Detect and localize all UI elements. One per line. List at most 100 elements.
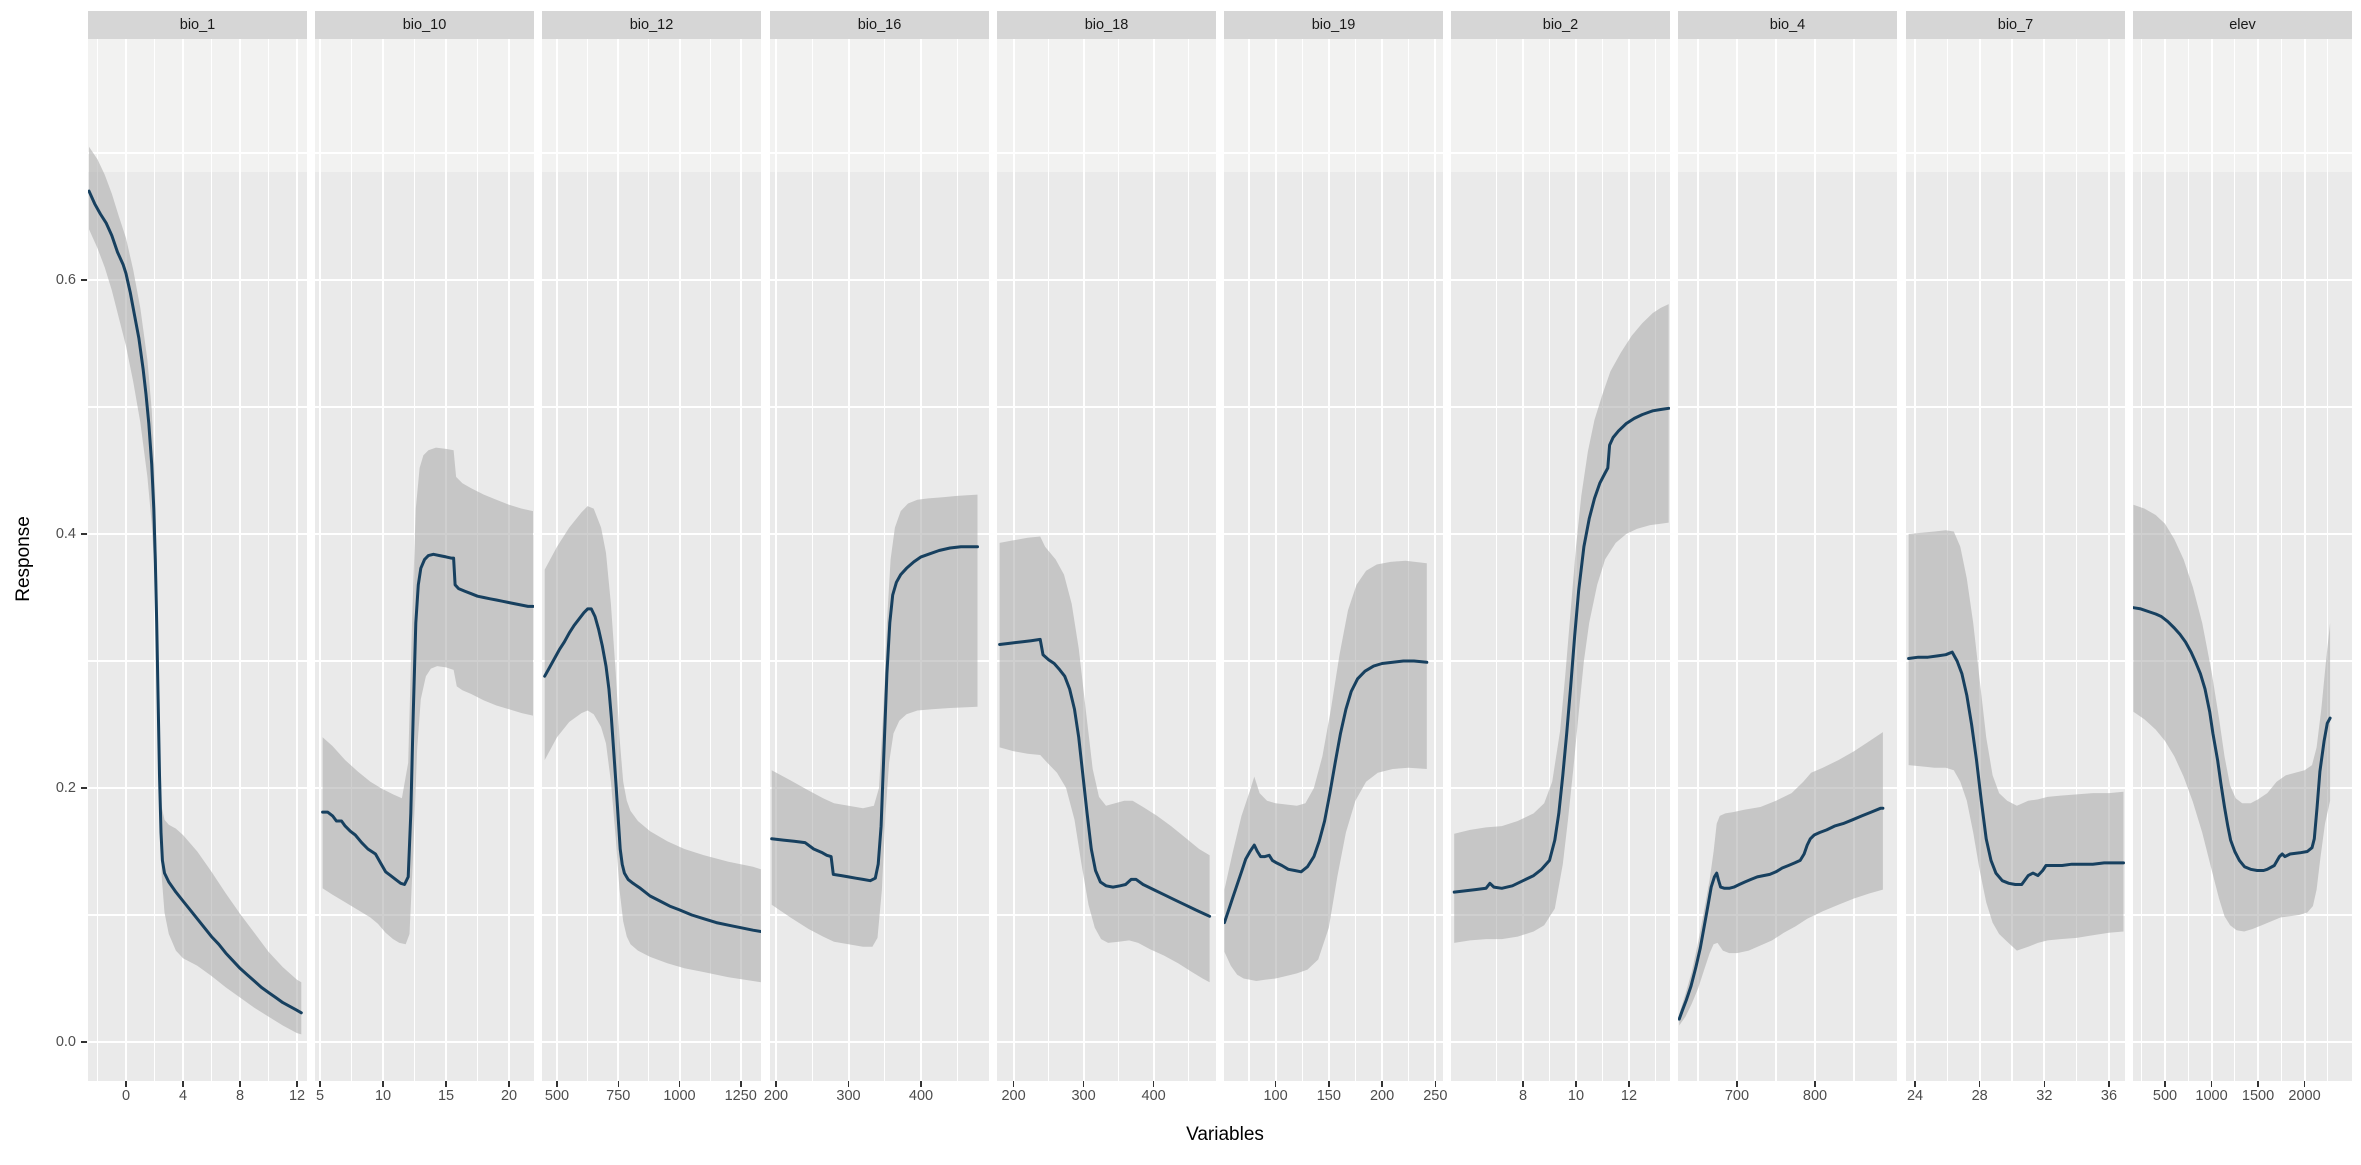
x-axis-tick-label: 500 xyxy=(2152,1088,2178,1104)
major-gridline-vertical xyxy=(2303,39,2306,1081)
minor-gridline-horizontal xyxy=(1224,152,1443,154)
response-curve xyxy=(543,607,761,933)
minor-gridline-horizontal xyxy=(770,152,989,154)
x-axis-tick-mark xyxy=(2303,1081,2306,1087)
panel-upper-band xyxy=(1906,39,2125,172)
facet-chart-canvas xyxy=(998,536,1212,983)
facet-strip-label: bio_7 xyxy=(1997,17,2034,33)
confidence-ribbon xyxy=(999,536,1210,983)
major-gridline-horizontal xyxy=(2133,279,2352,281)
facet-panel xyxy=(315,39,534,1081)
x-axis-tick-label: 400 xyxy=(908,1088,934,1104)
x-axis-tick-label: 150 xyxy=(1316,1088,1341,1104)
minor-gridline-horizontal xyxy=(88,152,307,154)
major-gridline-horizontal xyxy=(2133,787,2352,789)
x-axis-tick-label: 200 xyxy=(1369,1088,1395,1104)
minor-gridline-horizontal xyxy=(1224,660,1443,662)
facet-strip: bio_2 xyxy=(1451,11,1670,39)
response-curve xyxy=(770,545,979,883)
major-gridline-horizontal xyxy=(315,787,534,789)
facet-panel xyxy=(770,39,989,1081)
minor-gridline-vertical xyxy=(2187,39,2189,1081)
x-axis-tick-mark xyxy=(847,1081,850,1087)
x-axis-tick-mark xyxy=(182,1081,184,1087)
response-curve xyxy=(1678,806,1885,1021)
x-axis-tick-mark xyxy=(1914,1081,1916,1087)
major-gridline-horizontal xyxy=(1451,279,1670,281)
x-axis-tick-mark xyxy=(1628,1081,1630,1087)
minor-gridline-vertical xyxy=(350,39,353,1081)
major-gridline-vertical xyxy=(1381,39,1384,1081)
facet-strip: bio_19 xyxy=(1224,11,1443,39)
panel-upper-band xyxy=(997,39,1216,172)
facet-strip: bio_4 xyxy=(1678,11,1897,39)
x-axis-tick-mark xyxy=(2210,1081,2213,1087)
facet-strip: bio_1 xyxy=(88,11,307,39)
major-gridline-vertical xyxy=(2107,39,2110,1081)
facet-panel xyxy=(2133,39,2352,1081)
x-axis-tick-mark xyxy=(740,1081,742,1087)
x-axis-tick-mark xyxy=(1814,1081,1816,1087)
minor-gridline-horizontal xyxy=(2133,660,2352,662)
facet-strip: bio_16 xyxy=(770,11,989,39)
response-curve xyxy=(2133,606,2332,872)
x-axis-tick-mark xyxy=(1381,1081,1383,1087)
confidence-ribbon xyxy=(1224,560,1427,981)
x-axis-tick-mark xyxy=(556,1081,558,1087)
facet-panel xyxy=(997,39,1216,1081)
x-axis-tick-mark xyxy=(1736,1081,1738,1087)
x-axis-tick-label: 700 xyxy=(1724,1088,1750,1104)
major-gridline-vertical xyxy=(239,39,242,1081)
x-axis-tick-label: 4 xyxy=(178,1088,188,1104)
x-axis-tick-label: 300 xyxy=(1071,1088,1096,1104)
minor-gridline-horizontal xyxy=(1451,152,1670,154)
major-gridline-horizontal xyxy=(2133,1041,2352,1043)
panel-upper-band xyxy=(542,39,761,172)
minor-gridline-horizontal xyxy=(542,152,761,154)
major-gridline-vertical xyxy=(1327,39,1330,1081)
y-axis-tick-label: 0.2 xyxy=(55,780,76,796)
minor-gridline-horizontal xyxy=(315,152,534,154)
major-gridline-vertical xyxy=(1522,39,1525,1081)
minor-gridline-vertical xyxy=(1118,39,1120,1081)
minor-gridline-vertical xyxy=(1853,39,1855,1081)
major-gridline-horizontal xyxy=(1678,533,1897,535)
x-axis-tick-mark xyxy=(125,1081,127,1087)
facet-strip-label: bio_19 xyxy=(1311,17,1356,33)
facet-chart-canvas xyxy=(1678,732,1885,1026)
x-axis-tick-label: 200 xyxy=(1001,1088,1026,1104)
x-axis-tick-label: 24 xyxy=(1906,1088,1924,1104)
major-gridline-vertical xyxy=(1735,39,1738,1081)
minor-gridline-horizontal xyxy=(1224,406,1443,408)
minor-gridline-vertical xyxy=(884,39,886,1081)
facet-strip: elev xyxy=(2133,11,2352,39)
major-gridline-horizontal xyxy=(1224,1041,1443,1043)
x-axis-tick-mark xyxy=(1152,1081,1155,1087)
facet-chart-canvas xyxy=(1224,560,1429,981)
minor-gridline-vertical xyxy=(1248,39,1250,1081)
major-gridline-vertical xyxy=(182,39,185,1081)
x-axis-tick-label: 12 xyxy=(288,1088,306,1104)
minor-gridline-horizontal xyxy=(1906,152,2125,154)
x-axis-tick-mark xyxy=(445,1081,447,1087)
major-gridline-horizontal xyxy=(315,279,534,281)
confidence-ribbon xyxy=(544,506,761,983)
minor-gridline-vertical xyxy=(1548,39,1551,1081)
minor-gridline-horizontal xyxy=(1451,660,1670,662)
x-axis-tick-mark xyxy=(382,1081,384,1087)
minor-gridline-horizontal xyxy=(1906,660,2125,662)
facet-panel xyxy=(1678,39,1897,1081)
x-axis-tick-label: 8 xyxy=(235,1088,245,1104)
major-gridline-vertical xyxy=(739,39,742,1081)
minor-gridline-horizontal xyxy=(542,660,761,662)
x-axis-tick-label: 5 xyxy=(315,1088,325,1104)
panel-upper-band xyxy=(1678,39,1897,172)
x-axis-tick-mark xyxy=(1328,1081,1330,1087)
facet-strip-label: bio_18 xyxy=(1084,17,1129,33)
x-axis-tick-label: 10 xyxy=(1567,1088,1585,1104)
major-gridline-vertical xyxy=(1274,39,1277,1081)
facet-chart-canvas xyxy=(770,494,979,947)
minor-gridline-horizontal xyxy=(88,660,307,662)
facet-strip-label: bio_4 xyxy=(1769,17,1806,33)
major-gridline-horizontal xyxy=(1451,533,1670,535)
